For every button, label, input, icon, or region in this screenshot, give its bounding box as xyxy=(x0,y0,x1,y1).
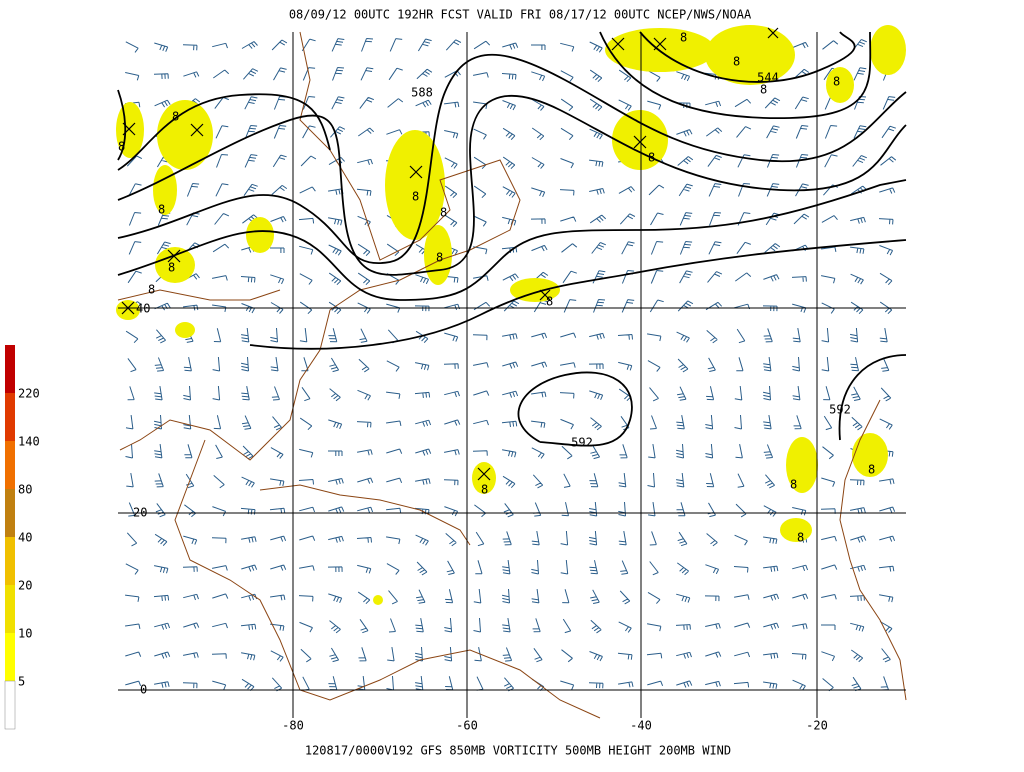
map-area xyxy=(118,32,906,718)
contour-label: 544 xyxy=(757,71,779,85)
wind-barbs xyxy=(124,38,897,692)
vorticity-label: 8 xyxy=(412,190,419,204)
colorbar-label: 220 xyxy=(18,387,40,401)
map-shape xyxy=(870,25,906,75)
vorticity-label: 8 xyxy=(680,31,687,45)
map-shape xyxy=(612,110,668,170)
vorticity-label: 8 xyxy=(790,478,797,492)
map-shape xyxy=(5,345,15,393)
map-shape xyxy=(786,437,818,493)
header-title: 08/09/12 00UTC 192HR FCST VALID FRI 08/1… xyxy=(289,8,752,22)
map-shape xyxy=(409,165,423,179)
vorticity-label: 8 xyxy=(760,83,767,97)
map-shape xyxy=(249,239,907,350)
map-shape xyxy=(838,354,907,441)
map-grid xyxy=(118,32,906,718)
map-shape xyxy=(472,462,496,494)
map-shape xyxy=(5,489,15,537)
vorticity-label: 8 xyxy=(733,55,740,69)
map-shape xyxy=(839,399,907,701)
height-contours xyxy=(117,31,907,447)
colorbar: 220 140 80 40 20 10 5 xyxy=(4,345,40,730)
latitude-label: 0 xyxy=(140,683,147,697)
colorbar-label: 80 xyxy=(18,483,32,497)
contour-label: 588 xyxy=(411,86,433,100)
vorticity-label: 8 xyxy=(168,261,175,275)
colorbar-label: 5 xyxy=(18,675,25,689)
vorticity-label: 8 xyxy=(172,110,179,124)
map-shape xyxy=(190,123,204,137)
map-shape xyxy=(633,135,647,149)
vorticity-label: 8 xyxy=(158,203,165,217)
map-shape xyxy=(157,100,213,170)
colorbar-label: 140 xyxy=(18,435,40,449)
map-shape xyxy=(5,585,15,633)
map-shape xyxy=(116,300,140,320)
map-shape xyxy=(117,289,281,301)
vorticity-label: 8 xyxy=(118,140,125,154)
colorbar-label: 20 xyxy=(18,579,32,593)
map-shape xyxy=(117,93,331,171)
longitude-label: -60 xyxy=(456,719,478,733)
vorticity-label: 8 xyxy=(797,531,804,545)
map-shape xyxy=(385,130,445,240)
map-shape xyxy=(653,37,667,51)
map-shape xyxy=(705,25,795,85)
map-shape xyxy=(155,247,195,283)
vorticity-label: 8 xyxy=(868,463,875,477)
footer-caption: 120817/0000V192 GFS 850MB VORTICITY 500M… xyxy=(305,744,731,758)
map-shape xyxy=(259,484,471,546)
map-shape xyxy=(175,322,195,338)
colorbar-label: 10 xyxy=(18,627,32,641)
map-shape xyxy=(5,441,15,489)
vorticity-labels: 8 8 8 8 8 8 8 8 8 8 8 8 8 8 8 8 8 8 xyxy=(118,31,875,545)
map-shape xyxy=(767,27,779,39)
latitude-label: 40 xyxy=(136,302,150,316)
vorticity-label: 8 xyxy=(148,283,155,297)
map-shape xyxy=(477,467,491,481)
longitude-label: -20 xyxy=(806,719,828,733)
map-shape xyxy=(117,95,907,276)
map-shape xyxy=(826,67,854,103)
contour-label: 592 xyxy=(571,436,593,450)
longitude-label: -40 xyxy=(630,719,652,733)
latitude-label: 20 xyxy=(133,506,147,520)
vorticity-label: 8 xyxy=(481,483,488,497)
map-shape xyxy=(639,31,856,83)
vorticity-label: 8 xyxy=(436,251,443,265)
vorticity-label: 8 xyxy=(546,295,553,309)
map-shape xyxy=(117,53,907,265)
colorbar-label: 40 xyxy=(18,531,32,545)
map-shape xyxy=(780,518,812,542)
map-shape xyxy=(5,633,15,681)
map-shape xyxy=(599,31,872,120)
map-shape xyxy=(852,433,888,477)
barb-field xyxy=(124,38,897,692)
longitude-label: -80 xyxy=(282,719,304,733)
map-shape xyxy=(517,371,633,447)
vorticity-label: 8 xyxy=(648,151,655,165)
map-shape xyxy=(167,249,181,263)
vorticity-label: 8 xyxy=(440,206,447,220)
vorticity-label: 8 xyxy=(833,75,840,89)
map-shape xyxy=(373,595,383,605)
map-shape xyxy=(246,217,274,253)
vorticity-centers xyxy=(121,27,779,481)
map-shape xyxy=(153,165,177,215)
map-shape xyxy=(5,393,15,441)
contour-label: 592 xyxy=(829,403,851,417)
map-shape xyxy=(611,37,625,51)
map-shape xyxy=(539,289,551,301)
map-shape xyxy=(5,537,15,585)
map-shape xyxy=(122,122,136,136)
map-shape xyxy=(4,680,16,730)
map: 40 20 0 -80 -60 -40 -20 588 544 592 592 … xyxy=(116,25,907,733)
map-shape xyxy=(117,179,907,301)
